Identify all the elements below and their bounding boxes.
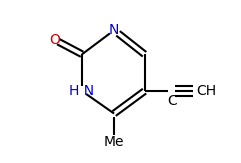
Text: CH: CH (196, 84, 216, 98)
Text: C: C (167, 94, 177, 108)
Text: O: O (49, 33, 60, 47)
Text: Me: Me (104, 135, 124, 149)
Text: N: N (109, 23, 119, 37)
Text: H N: H N (69, 84, 95, 98)
